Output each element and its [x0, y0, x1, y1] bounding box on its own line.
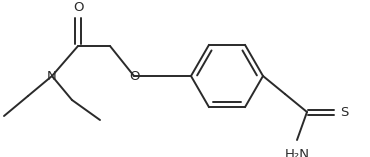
Text: S: S [340, 106, 349, 119]
Text: N: N [47, 70, 57, 82]
Text: O: O [73, 1, 83, 14]
Text: O: O [129, 70, 139, 82]
Text: H₂N: H₂N [285, 148, 309, 157]
